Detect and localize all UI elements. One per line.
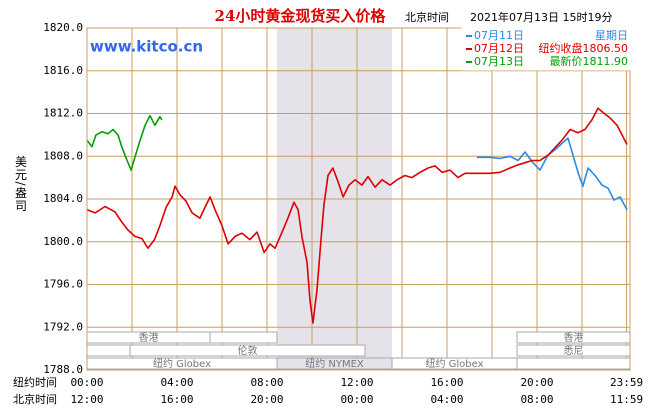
legend: 07月11日 星期日 07月12日 纽约收盘1806.50 07月13日 最新价1811.… [461,27,631,71]
session-label: 香港 [564,332,584,344]
x-tick-label: 12:00 [340,376,373,389]
x2-tick-label: 16:00 [160,393,193,406]
legend-note: 纽约收盘1806.50 [539,41,629,55]
session-label: 悉尼 [564,345,584,357]
series-line [86,107,628,324]
legend-box [461,27,631,71]
timestamp: 2021年07月13日 15时19分 [470,10,612,24]
session-box [391,357,518,370]
x2-tick-label: 20:00 [250,393,283,406]
y-tick-label: 1804.0 [43,192,83,205]
x2-tick-label: 12:00 [70,393,103,406]
session-box [129,344,366,357]
x-tick-label: 08:00 [250,376,283,389]
series-line [476,137,628,211]
session-label: 纽约 NYMEX [305,357,364,370]
x2-tick-label: 08:00 [520,393,553,406]
session-box [86,344,131,357]
x-tick-label: 16:00 [430,376,463,389]
y-tick-label: 1812.0 [43,107,83,120]
session-label: 香港 [139,332,159,344]
session-label: 纽约 Globex [153,357,211,370]
session-box [209,331,278,344]
y-tick-label: 1808.0 [43,149,83,162]
grid [86,27,630,371]
y-tick-label: 1816.0 [43,64,83,77]
time-zone: 北京时间 [405,10,449,24]
plot-frame [86,27,631,371]
x-tick-label: 04:00 [160,376,193,389]
legend-label: 07月13日 [474,55,524,68]
x-axis-label: 纽约时间 [13,375,57,389]
chart-title: 24小时黄金现货买入价格 [215,7,387,25]
y-tick-label: 1820.0 [43,21,83,34]
watermark: www.kitco.cn [90,38,203,56]
y-tick-label: 1800.0 [43,235,83,248]
x-tick-label: 23:59 [610,376,643,389]
legend-note: 最新价1811.90 [550,54,629,68]
x-tick-label: 20:00 [520,376,553,389]
session-label: 纽约 Globex [425,357,483,370]
x2-tick-label: 00:00 [340,393,373,406]
legend-label: 07月12日 [474,42,524,55]
y-tick-label: 1792.0 [43,320,83,333]
x2-axis-label: 北京时间 [13,392,57,406]
legend-note: 星期日 [595,29,628,42]
session-label: 伦敦 [238,344,258,357]
x-tick-label: 00:00 [70,376,103,389]
y-axis-label: 美元/盎司 [14,155,28,212]
lines [86,107,628,324]
y-tick-label: 1788.0 [43,363,83,376]
session-box [516,357,631,370]
legend-label: 07月11日 [474,29,524,42]
series-line [86,114,163,171]
x2-tick-label: 11:59 [610,393,643,406]
x2-tick-label: 04:00 [430,393,463,406]
y-tick-label: 1796.0 [43,278,83,291]
